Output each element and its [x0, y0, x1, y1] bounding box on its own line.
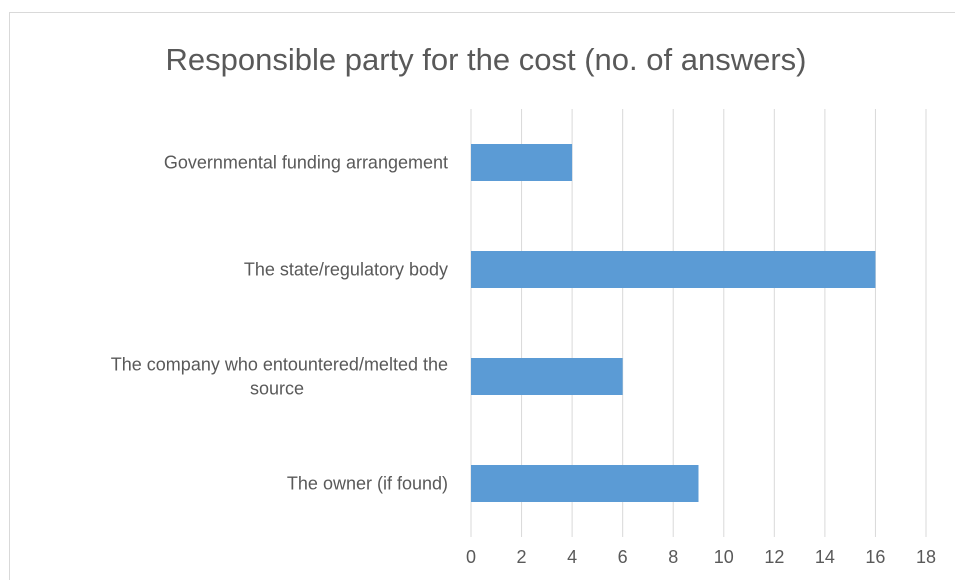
x-axis-tick-labels: 0 2 4 6 8 10 12 14 16 18: [466, 547, 936, 567]
category-label: Governmental funding arrangement: [164, 153, 448, 173]
x-tick-label: 2: [517, 547, 527, 567]
bar: [471, 251, 876, 288]
category-label: The state/regulatory body: [244, 260, 448, 280]
chart-title: Responsible party for the cost (no. of a…: [166, 42, 807, 77]
x-tick-label: 0: [466, 547, 476, 567]
x-tick-label: 14: [815, 547, 835, 567]
category-labels: Governmental funding arrangement The stat…: [111, 153, 448, 494]
x-tick-label: 10: [714, 547, 734, 567]
x-tick-label: 16: [865, 547, 885, 567]
bar: [471, 144, 573, 181]
x-tick-label: 4: [567, 547, 577, 567]
x-tick-label: 18: [916, 547, 936, 567]
x-tick-label: 6: [618, 547, 628, 567]
bars: [471, 144, 876, 502]
chart-frame: [9, 12, 955, 580]
category-label: The company who entountered/melted the so…: [111, 355, 448, 399]
x-tick-label: 8: [668, 547, 678, 567]
x-tick-label: 12: [764, 547, 784, 567]
bar: [471, 465, 699, 502]
bar: [471, 358, 623, 395]
category-label: The owner (if found): [287, 474, 448, 494]
